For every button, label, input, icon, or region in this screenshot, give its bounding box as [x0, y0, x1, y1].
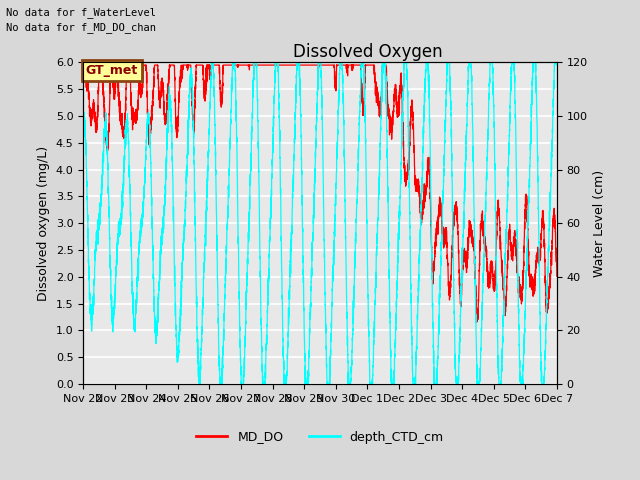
MD_DO — [165, 76, 173, 82]
depth_CTD_cm — [79, 124, 87, 130]
MD_DO — [433, 230, 440, 236]
MD_DO — [387, 124, 395, 130]
Line: depth_CTD_cm: depth_CTD_cm — [83, 62, 557, 384]
depth_CTD_cm — [433, 377, 440, 383]
Y-axis label: Dissolved oxygen (mg/L): Dissolved oxygen (mg/L) — [37, 145, 50, 301]
Legend: MD_DO, depth_CTD_cm: MD_DO, depth_CTD_cm — [191, 425, 449, 448]
MD_DO — [364, 62, 371, 68]
MD_DO — [79, 62, 87, 68]
depth_CTD_cm — [553, 60, 561, 65]
depth_CTD_cm — [260, 379, 268, 385]
Text: No data for f_WaterLevel: No data for f_WaterLevel — [6, 7, 156, 18]
Title: Dissolved Oxygen: Dissolved Oxygen — [292, 43, 442, 61]
depth_CTD_cm — [388, 367, 396, 372]
depth_CTD_cm — [469, 128, 477, 133]
MD_DO — [468, 237, 476, 243]
Line: MD_DO: MD_DO — [83, 65, 557, 322]
Text: No data for f_MD_DO_chan: No data for f_MD_DO_chan — [6, 22, 156, 33]
depth_CTD_cm — [196, 381, 204, 387]
Text: GT_met: GT_met — [86, 64, 138, 77]
MD_DO — [553, 273, 561, 279]
depth_CTD_cm — [165, 90, 173, 96]
depth_CTD_cm — [364, 262, 371, 268]
depth_CTD_cm — [208, 60, 216, 65]
Y-axis label: Water Level (cm): Water Level (cm) — [593, 169, 606, 277]
MD_DO — [260, 62, 268, 68]
MD_DO — [473, 319, 481, 325]
